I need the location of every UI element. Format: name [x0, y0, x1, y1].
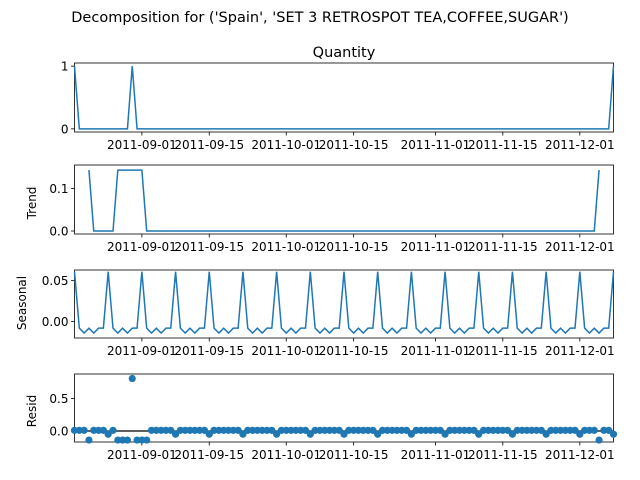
x-tick-label-quantity-6: 2011-12-01 — [545, 138, 615, 152]
panel-resid-frame — [74, 373, 614, 443]
x-tick-label-quantity-0: 2011-09-01 — [107, 138, 177, 152]
x-tick-label-quantity-5: 2011-11-15 — [468, 138, 538, 152]
x-tick-label-trend-5: 2011-11-15 — [468, 240, 538, 254]
resid-point-27 — [200, 426, 209, 434]
resid-point-3 — [85, 436, 93, 444]
x-tick-label-seasonal-6: 2011-12-01 — [545, 344, 615, 358]
panel-quantity-frame — [74, 62, 614, 133]
resid-point-15 — [143, 436, 151, 444]
x-tick-label-resid-6: 2011-12-01 — [545, 448, 615, 462]
resid-point-28 — [205, 430, 213, 438]
panel-seasonal: Seasonal — [15, 269, 614, 339]
x-tick-label-trend-6: 2011-12-01 — [545, 240, 615, 254]
panel-resid: Resid — [25, 373, 614, 443]
resid-point-11 — [123, 436, 132, 444]
resid-point-77 — [441, 430, 449, 438]
resid-point-21 — [171, 430, 180, 438]
resid-point-98 — [542, 430, 550, 438]
x-tick-label-quantity-1: 2011-09-15 — [174, 138, 244, 152]
y-tick-label-seasonal-1: 0.05 — [42, 274, 69, 288]
resid-point-111 — [605, 426, 613, 434]
panel-seasonal-frame — [74, 269, 614, 339]
x-tick-label-resid-2: 2011-10-01 — [251, 448, 321, 462]
x-tick-label-trend-2: 2011-10-01 — [251, 240, 321, 254]
y-tick-label-quantity-0: 0 — [61, 122, 69, 136]
resid-point-42 — [273, 430, 281, 438]
resid-point-34 — [234, 426, 242, 434]
x-tick-label-quantity-4: 2011-11-01 — [401, 138, 471, 152]
resid-point-104 — [571, 426, 579, 434]
x-tick-label-trend-0: 2011-09-01 — [107, 240, 177, 254]
resid-point-69 — [402, 426, 411, 434]
resid-point-8 — [109, 426, 117, 434]
x-tick-label-seasonal-4: 2011-11-01 — [401, 344, 471, 358]
y-tick-label-resid-1: 0.5 — [49, 392, 68, 406]
resid-point-35 — [239, 430, 247, 438]
y-tick-label-quantity-1: 1 — [61, 60, 69, 74]
series-line-seasonal — [73, 271, 615, 335]
resid-point-12 — [128, 374, 136, 383]
panel-trend-frame — [74, 164, 614, 235]
x-tick-label-trend-3: 2011-10-15 — [319, 240, 389, 254]
panel-seasonal-ylabel: Seasonal — [15, 276, 29, 330]
x-tick-label-resid-3: 2011-10-15 — [319, 448, 389, 462]
x-tick-label-resid-1: 2011-09-15 — [174, 448, 244, 462]
resid-point-56 — [340, 430, 348, 438]
x-tick-label-seasonal-5: 2011-11-15 — [468, 344, 538, 358]
resid-point-63 — [374, 430, 382, 438]
resid-point-55 — [335, 426, 343, 434]
resid-point-90 — [504, 426, 512, 434]
resid-point-2 — [80, 426, 88, 434]
resid-point-112 — [609, 430, 618, 438]
resid-point-108 — [590, 426, 598, 434]
x-tick-label-resid-5: 2011-11-15 — [468, 448, 538, 462]
panel-quantity: Quantity — [74, 45, 614, 133]
x-tick-label-seasonal-1: 2011-09-15 — [174, 344, 244, 358]
resid-point-70 — [407, 430, 415, 438]
resid-point-49 — [306, 430, 314, 438]
y-tick-label-trend-0: 0.0 — [49, 225, 68, 239]
resid-point-7 — [104, 430, 112, 438]
resid-point-76 — [436, 426, 444, 434]
resid-point-6 — [99, 426, 107, 434]
y-tick-label-seasonal-0: 0.00 — [42, 315, 69, 329]
resid-point-62 — [369, 426, 377, 434]
series-line-trend — [88, 169, 600, 232]
x-tick-label-quantity-2: 2011-10-01 — [251, 138, 321, 152]
panel-quantity-title: Quantity — [313, 45, 376, 61]
x-tick-label-resid-4: 2011-11-01 — [401, 448, 471, 462]
figure-suptitle: Decomposition for ('Spain', 'SET 3 RETRO… — [71, 10, 568, 26]
x-tick-label-resid-0: 2011-09-01 — [107, 448, 177, 462]
x-tick-label-trend-4: 2011-11-01 — [401, 240, 471, 254]
resid-point-84 — [475, 430, 483, 438]
x-tick-label-seasonal-3: 2011-10-15 — [319, 344, 389, 358]
series-line-quantity — [73, 66, 615, 130]
resid-point-97 — [537, 426, 545, 434]
resid-point-109 — [595, 436, 603, 444]
x-tick-label-seasonal-0: 2011-09-01 — [107, 344, 177, 358]
y-tick-label-resid-0: 0.0 — [49, 424, 68, 438]
x-tick-label-quantity-3: 2011-10-15 — [319, 138, 389, 152]
resid-point-48 — [301, 426, 310, 434]
resid-point-105 — [576, 430, 584, 438]
y-tick-label-trend-1: 0.1 — [49, 182, 68, 196]
panel-resid-ylabel: Resid — [25, 395, 39, 427]
panel-trend: Trend — [25, 164, 614, 235]
x-tick-label-seasonal-2: 2011-10-01 — [251, 344, 321, 358]
x-tick-label-trend-1: 2011-09-15 — [174, 240, 244, 254]
resid-point-20 — [167, 426, 175, 434]
panel-trend-ylabel: Trend — [25, 187, 39, 221]
resid-point-91 — [508, 430, 517, 438]
resid-point-41 — [268, 426, 276, 434]
resid-point-83 — [470, 426, 478, 434]
